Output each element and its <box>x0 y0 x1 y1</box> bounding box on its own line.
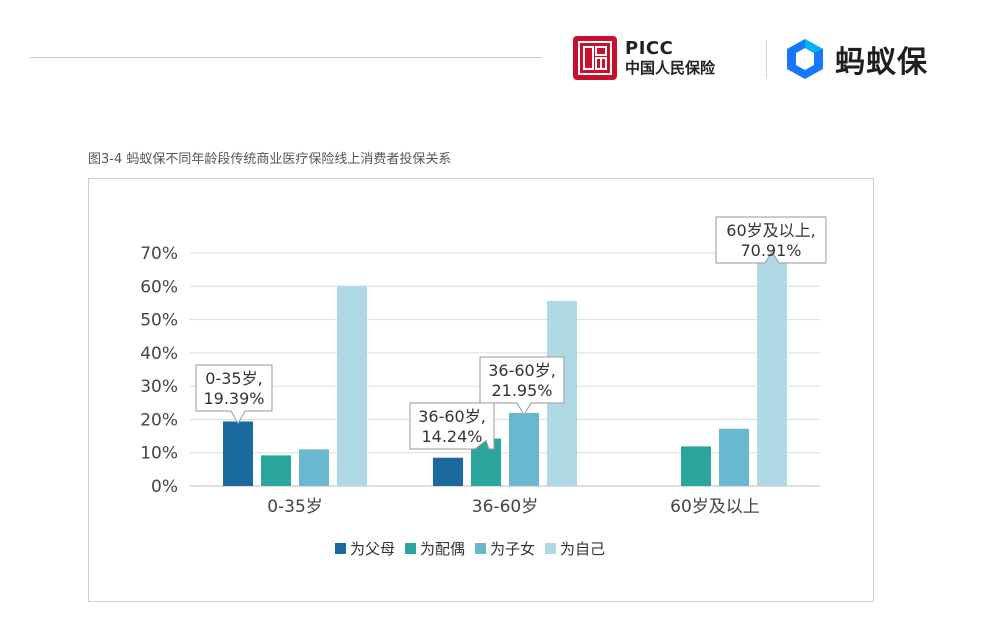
bar <box>719 428 749 486</box>
legend-swatch-parents <box>335 543 346 554</box>
y-tick-label: 30% <box>140 377 178 397</box>
data-callout <box>715 216 827 264</box>
y-tick-label: 70% <box>140 244 178 264</box>
y-tick-label: 40% <box>140 344 178 364</box>
logo-divider <box>766 40 767 78</box>
bar <box>261 455 291 486</box>
data-callout <box>409 402 495 450</box>
bar <box>299 449 329 486</box>
y-tick-label: 50% <box>140 311 178 331</box>
x-tick-label: 0-35岁 <box>267 497 323 517</box>
callout-line-1: 60岁及以上, <box>726 221 815 240</box>
legend-label-self: 为自己 <box>560 540 606 558</box>
callout-line-1: 0-35岁, <box>205 369 262 388</box>
data-callout <box>479 356 565 416</box>
legend-item-self: 为自己 <box>545 538 605 559</box>
ant-insurance-logo: 蚂蚁保 <box>783 37 928 81</box>
picc-en-name: PICC <box>625 37 674 59</box>
legend-item-parents: 为父母 <box>335 538 395 559</box>
bar <box>509 412 539 486</box>
bar <box>757 249 787 486</box>
x-tick-label: 60岁及以上 <box>670 497 760 517</box>
figure-caption: 图3-4 蚂蚁保不同年龄段传统商业医疗保险线上消费者投保关系 <box>88 152 452 167</box>
callout-line-1: 36-60岁, <box>418 407 486 426</box>
legend-swatch-children <box>475 543 487 554</box>
callout-line-1: 36-60岁, <box>488 361 556 380</box>
x-tick-label: 36-60岁 <box>472 497 538 517</box>
ant-logo-icon <box>787 39 823 79</box>
bar <box>337 285 367 486</box>
legend-label-parents: 为父母 <box>350 540 396 558</box>
callout-line-2: 70.91% <box>740 241 801 260</box>
legend-swatch-spouse <box>405 543 417 554</box>
header-divider-line <box>30 57 542 58</box>
legend-swatch-self <box>545 543 557 554</box>
legend-label-children: 为子女 <box>490 540 536 558</box>
legend-item-children: 为子女 <box>475 538 535 559</box>
ant-insurance-name: 蚂蚁保 <box>835 45 928 80</box>
bar <box>223 421 253 486</box>
callout-line-2: 14.24% <box>421 427 482 446</box>
picc-seal-icon <box>573 36 617 80</box>
legend-label-spouse: 为配偶 <box>420 540 466 558</box>
y-tick-label: 20% <box>140 410 178 430</box>
legend-item-spouse: 为配偶 <box>405 538 465 559</box>
chart-frame <box>88 178 874 602</box>
picc-logo: PICC 中国人民保险 <box>573 36 715 80</box>
picc-cn-name: 中国人民保险 <box>625 58 716 77</box>
y-tick-label: 0% <box>151 477 178 497</box>
data-callout <box>195 364 273 425</box>
chart-legend: 为父母 为配偶 为子女 为自己 <box>335 538 615 559</box>
bar <box>681 446 711 486</box>
y-tick-label: 60% <box>140 277 178 297</box>
bar <box>433 457 463 486</box>
callout-line-2: 21.95% <box>491 381 552 400</box>
callout-line-2: 19.39% <box>203 389 264 408</box>
y-tick-label: 10% <box>140 444 178 464</box>
